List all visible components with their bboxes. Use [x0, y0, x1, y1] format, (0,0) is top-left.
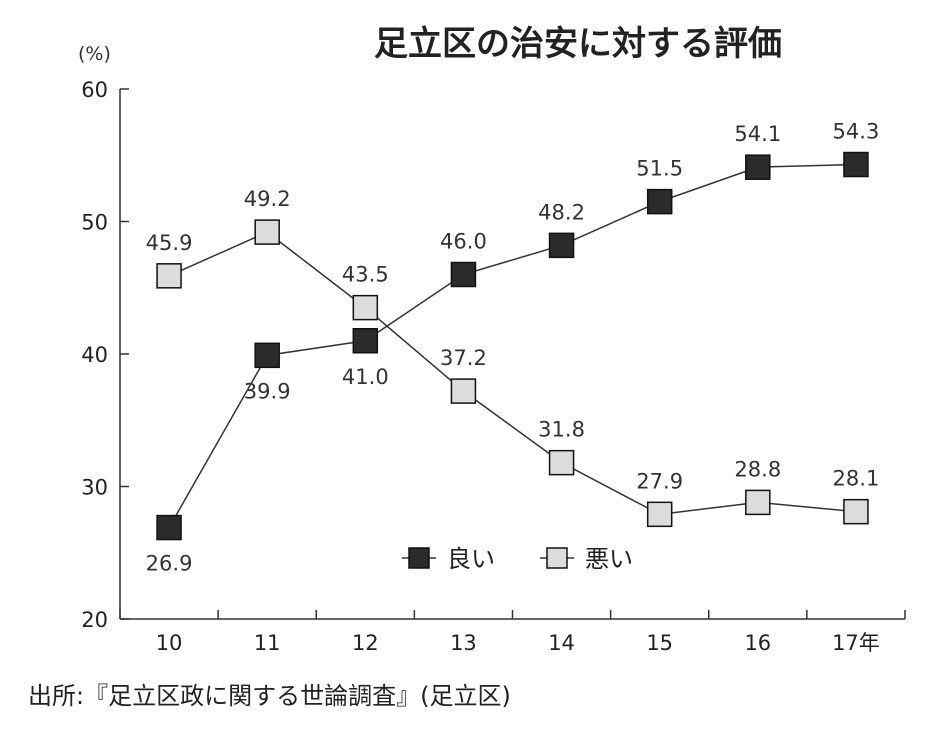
series-bad-marker [254, 219, 280, 245]
x-tick-label: 16 [744, 631, 771, 655]
x-tick-label: 15 [646, 631, 673, 655]
series-good-data-label: 39.9 [244, 379, 291, 403]
series-good-data-label: 51.5 [636, 157, 683, 181]
x-tick-label: 11 [254, 631, 281, 655]
y-tick-label: 60 [81, 78, 108, 102]
legend-bad-label: 悪い [585, 545, 633, 573]
series-bad-data-label: 37.2 [440, 346, 487, 370]
chart-title: 足立区の治安に対する評価 [374, 24, 782, 64]
series-good-marker [352, 328, 379, 354]
source-note: 出所:『足立区政に関する世論調査』(足立区) [28, 682, 511, 710]
series-good-marker [450, 261, 477, 288]
legend: 良い 悪い [402, 545, 633, 573]
series-good-data-label: 46.0 [440, 230, 487, 254]
y-tick-label: 50 [81, 211, 108, 235]
series-bad-marker [450, 378, 477, 404]
axes: 20 30 40 50 60 10 11 12 13 14 15 16 17年 [81, 78, 906, 655]
x-tick-label: 14 [548, 631, 575, 655]
series-good-marker [156, 514, 182, 541]
series-good-line [168, 163, 856, 528]
series-good-data-label: 54.1 [734, 122, 781, 146]
series-bad-data-label: 27.9 [636, 469, 683, 493]
x-tick-label: 10 [156, 631, 183, 655]
series-bad-data-label: 28.1 [833, 467, 880, 491]
series-lines [168, 163, 857, 528]
y-tick-label: 40 [81, 343, 108, 367]
series-bad-marker [646, 501, 673, 528]
series-good-data-label: 26.9 [146, 552, 193, 576]
series-good-data-label: 41.0 [342, 365, 389, 389]
series-bad-data-label: 31.8 [538, 418, 585, 442]
series-bad-marker [352, 294, 379, 321]
series-good-marker [254, 342, 280, 369]
series-good-marker [646, 188, 673, 215]
y-tick-label: 20 [81, 608, 108, 632]
x-tick-label: 12 [352, 631, 379, 655]
line-chart: 足立区の治安に対する評価 (%) 20 30 40 50 60 10 11 12 13 14 15 1… [78, 24, 906, 655]
series-good-marker [548, 232, 575, 259]
series-bad-marker [548, 449, 575, 476]
legend-good-swatch [408, 547, 430, 569]
series-bad-marker [156, 263, 182, 289]
x-tick-label: 13 [450, 631, 477, 655]
series-bad-data-label: 28.8 [734, 457, 781, 481]
series-bad-marker [745, 489, 771, 516]
series-bad-marker [843, 498, 869, 525]
data-labels: 26.9 39.9 41.0 46.0 48.2 51.5 54.1 54.3 45.9 49.2… [146, 120, 880, 576]
series-bad-line [168, 231, 857, 516]
y-tick-label: 30 [81, 476, 108, 500]
series-good-marker [745, 154, 771, 180]
series-good-data-label: 48.2 [538, 200, 585, 224]
legend-bad-swatch [546, 547, 568, 569]
series-good-marker [843, 151, 869, 178]
series-good-data-label: 54.3 [833, 120, 880, 144]
y-axis-unit-label: (%) [78, 43, 111, 65]
series-markers [156, 151, 869, 541]
legend-good-label: 良い [447, 545, 495, 573]
series-bad-data-label: 45.9 [146, 231, 193, 255]
series-bad-data-label: 43.5 [342, 263, 389, 287]
series-bad-data-label: 49.2 [244, 187, 291, 211]
x-tick-label: 17年 [832, 631, 880, 655]
